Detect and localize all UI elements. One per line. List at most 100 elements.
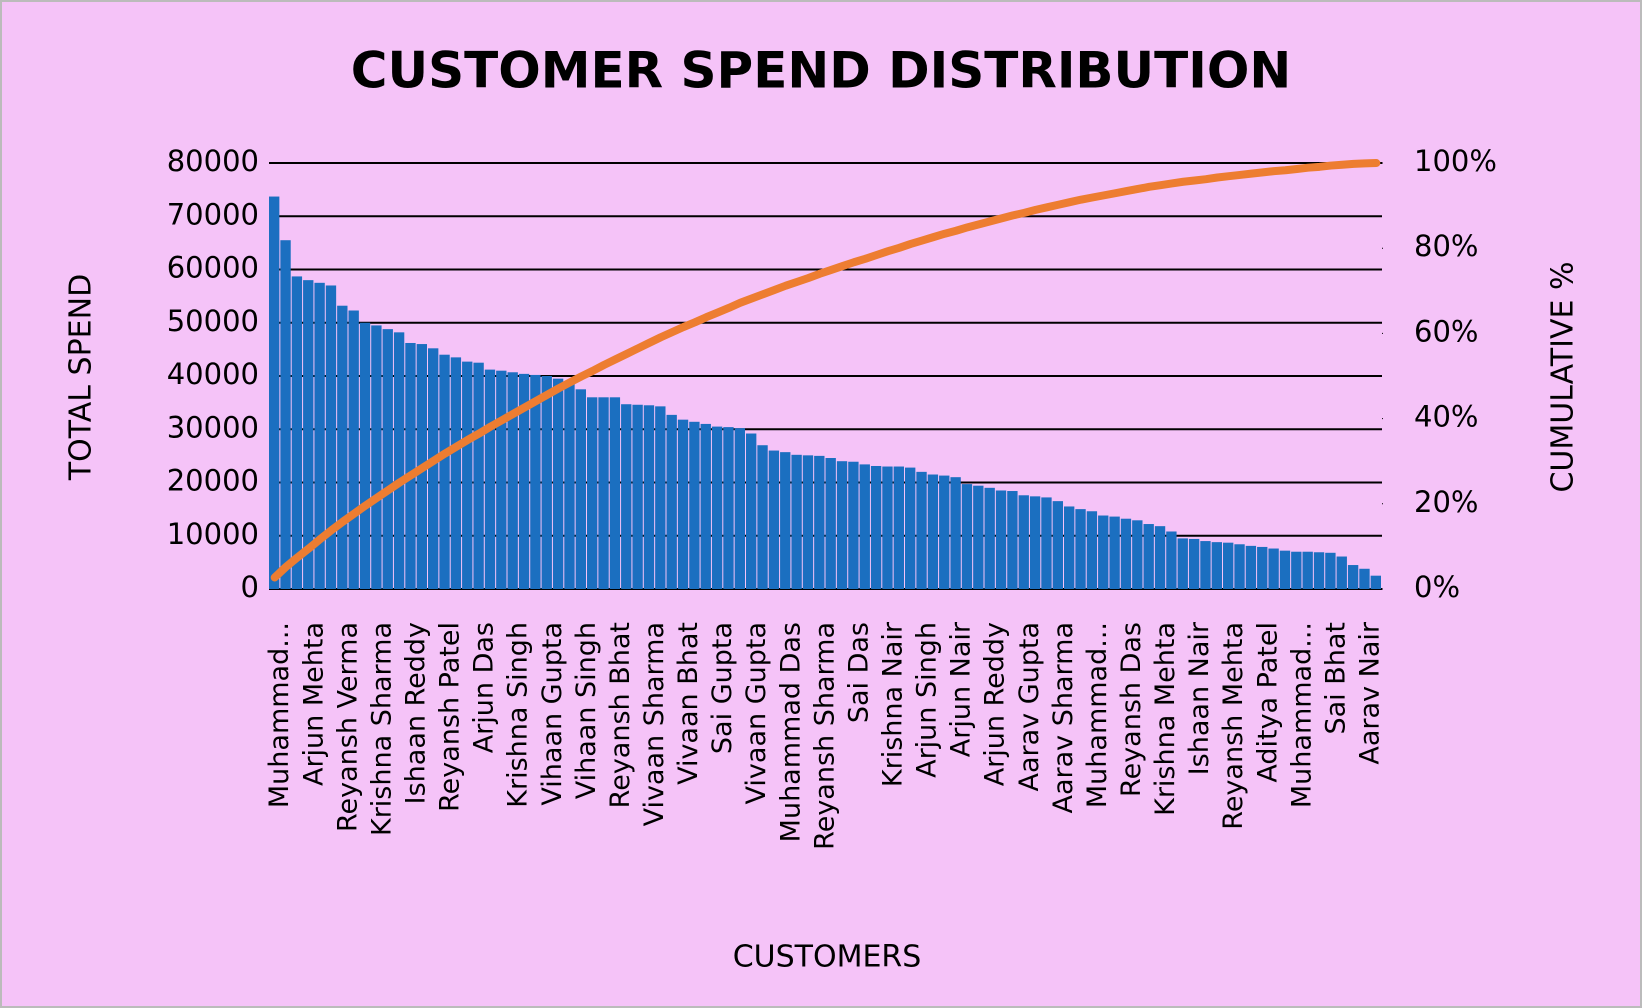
x-tick-label: Muhammad... — [1082, 622, 1113, 808]
bar — [1211, 542, 1222, 589]
bar — [280, 240, 291, 589]
bar — [405, 342, 416, 589]
bar — [984, 487, 995, 589]
bar — [1120, 518, 1132, 589]
bar — [632, 404, 643, 589]
x-tick-label: Krishna Singh — [503, 622, 534, 808]
bar — [882, 466, 893, 589]
bar — [825, 458, 836, 589]
bar — [734, 428, 745, 589]
bar — [1257, 546, 1268, 589]
bar — [473, 362, 484, 589]
x-tick-label: Reyansh Patel — [435, 622, 466, 812]
bar — [621, 404, 632, 589]
bar — [1347, 565, 1359, 589]
x-tick-label: Vihaan Gupta — [537, 622, 568, 806]
bar — [507, 372, 518, 589]
bar — [359, 322, 371, 589]
bar — [905, 467, 916, 589]
bar — [291, 276, 303, 589]
x-axis-title: CUSTOMERS — [733, 940, 922, 975]
bar — [1154, 526, 1166, 589]
y2-tick-label: 100% — [1414, 144, 1497, 178]
y-tick-label: 60000 — [167, 251, 259, 285]
bar — [961, 484, 973, 589]
bar — [757, 445, 768, 589]
bar — [428, 348, 439, 589]
x-tick-label: Muhammad... — [1286, 622, 1317, 808]
bar — [1302, 551, 1313, 589]
bar — [609, 397, 621, 589]
bar — [1132, 520, 1143, 589]
y-tick-label: 50000 — [167, 304, 259, 338]
bar — [518, 373, 530, 589]
bar — [269, 196, 280, 590]
bar — [791, 454, 802, 589]
bar — [337, 305, 348, 589]
bar — [655, 406, 666, 589]
bar — [689, 421, 700, 589]
x-tick-label: Muhammad... — [264, 622, 295, 808]
x-tick-label: Reyansh Das — [1116, 622, 1147, 797]
bar — [1007, 491, 1018, 589]
x-tick-label: Reyansh Bhat — [605, 622, 636, 808]
y-tick-label: 30000 — [167, 410, 259, 444]
bar — [587, 397, 598, 589]
y-tick-label: 80000 — [167, 144, 259, 178]
x-tick-label: Vivaan Sharma — [639, 622, 670, 826]
y-tick-label: 0 — [241, 570, 259, 604]
bar — [552, 378, 564, 589]
bar — [1098, 515, 1109, 589]
x-tick-label: Sai Bhat — [1320, 622, 1351, 735]
bar — [1143, 524, 1154, 589]
bar — [836, 461, 848, 589]
bar — [780, 452, 791, 589]
bar — [700, 423, 711, 589]
bar — [950, 477, 961, 589]
x-tick-label: Sai Das — [843, 622, 874, 723]
bar — [1177, 538, 1188, 589]
bar — [371, 325, 382, 589]
bar — [348, 310, 359, 589]
bar — [1018, 495, 1029, 589]
x-tick-label: Ishaan Reddy — [400, 622, 431, 804]
x-tick-label: Arjun Singh — [912, 622, 943, 778]
bar — [893, 466, 904, 589]
y2-tick-label: 80% — [1414, 229, 1478, 263]
bar — [768, 450, 780, 589]
x-tick-label: Krishna Nair — [877, 621, 908, 787]
bar — [870, 465, 882, 589]
bar — [484, 369, 496, 589]
x-tick-label: Arjun Nair — [946, 621, 977, 757]
bar — [1029, 496, 1041, 589]
y-axis-title: TOTAL SPEND — [64, 274, 99, 481]
x-tick-label: Vihaan Singh — [571, 622, 602, 799]
x-tick-label: Arjun Mehta — [298, 622, 329, 786]
bar — [598, 397, 609, 589]
bar — [1052, 501, 1063, 589]
y2-tick-label: 20% — [1414, 485, 1478, 519]
x-tick-label: Ishaan Nair — [1184, 621, 1215, 775]
bar — [1359, 568, 1370, 589]
bar — [1313, 552, 1325, 589]
bar — [1245, 545, 1257, 589]
y-tick-label: 10000 — [167, 517, 259, 551]
x-tick-label: Aarav Nair — [1354, 621, 1385, 764]
chart-title: CUSTOMER SPEND DISTRIBUTION — [351, 42, 1291, 100]
bar — [666, 414, 677, 589]
x-tick-label: Arjun Das — [469, 622, 500, 753]
bar — [575, 389, 586, 589]
bar — [677, 419, 689, 589]
bar — [927, 474, 939, 589]
x-tick-label: Sai Gupta — [707, 622, 738, 754]
bar — [303, 280, 314, 589]
y-tick-label: 40000 — [167, 357, 259, 391]
bar — [382, 329, 393, 589]
bar — [1041, 497, 1052, 589]
x-tick-label: Vivaan Gupta — [741, 622, 772, 804]
bar — [314, 282, 325, 589]
bar — [1223, 542, 1234, 589]
bar — [450, 357, 462, 589]
bar — [802, 455, 814, 589]
